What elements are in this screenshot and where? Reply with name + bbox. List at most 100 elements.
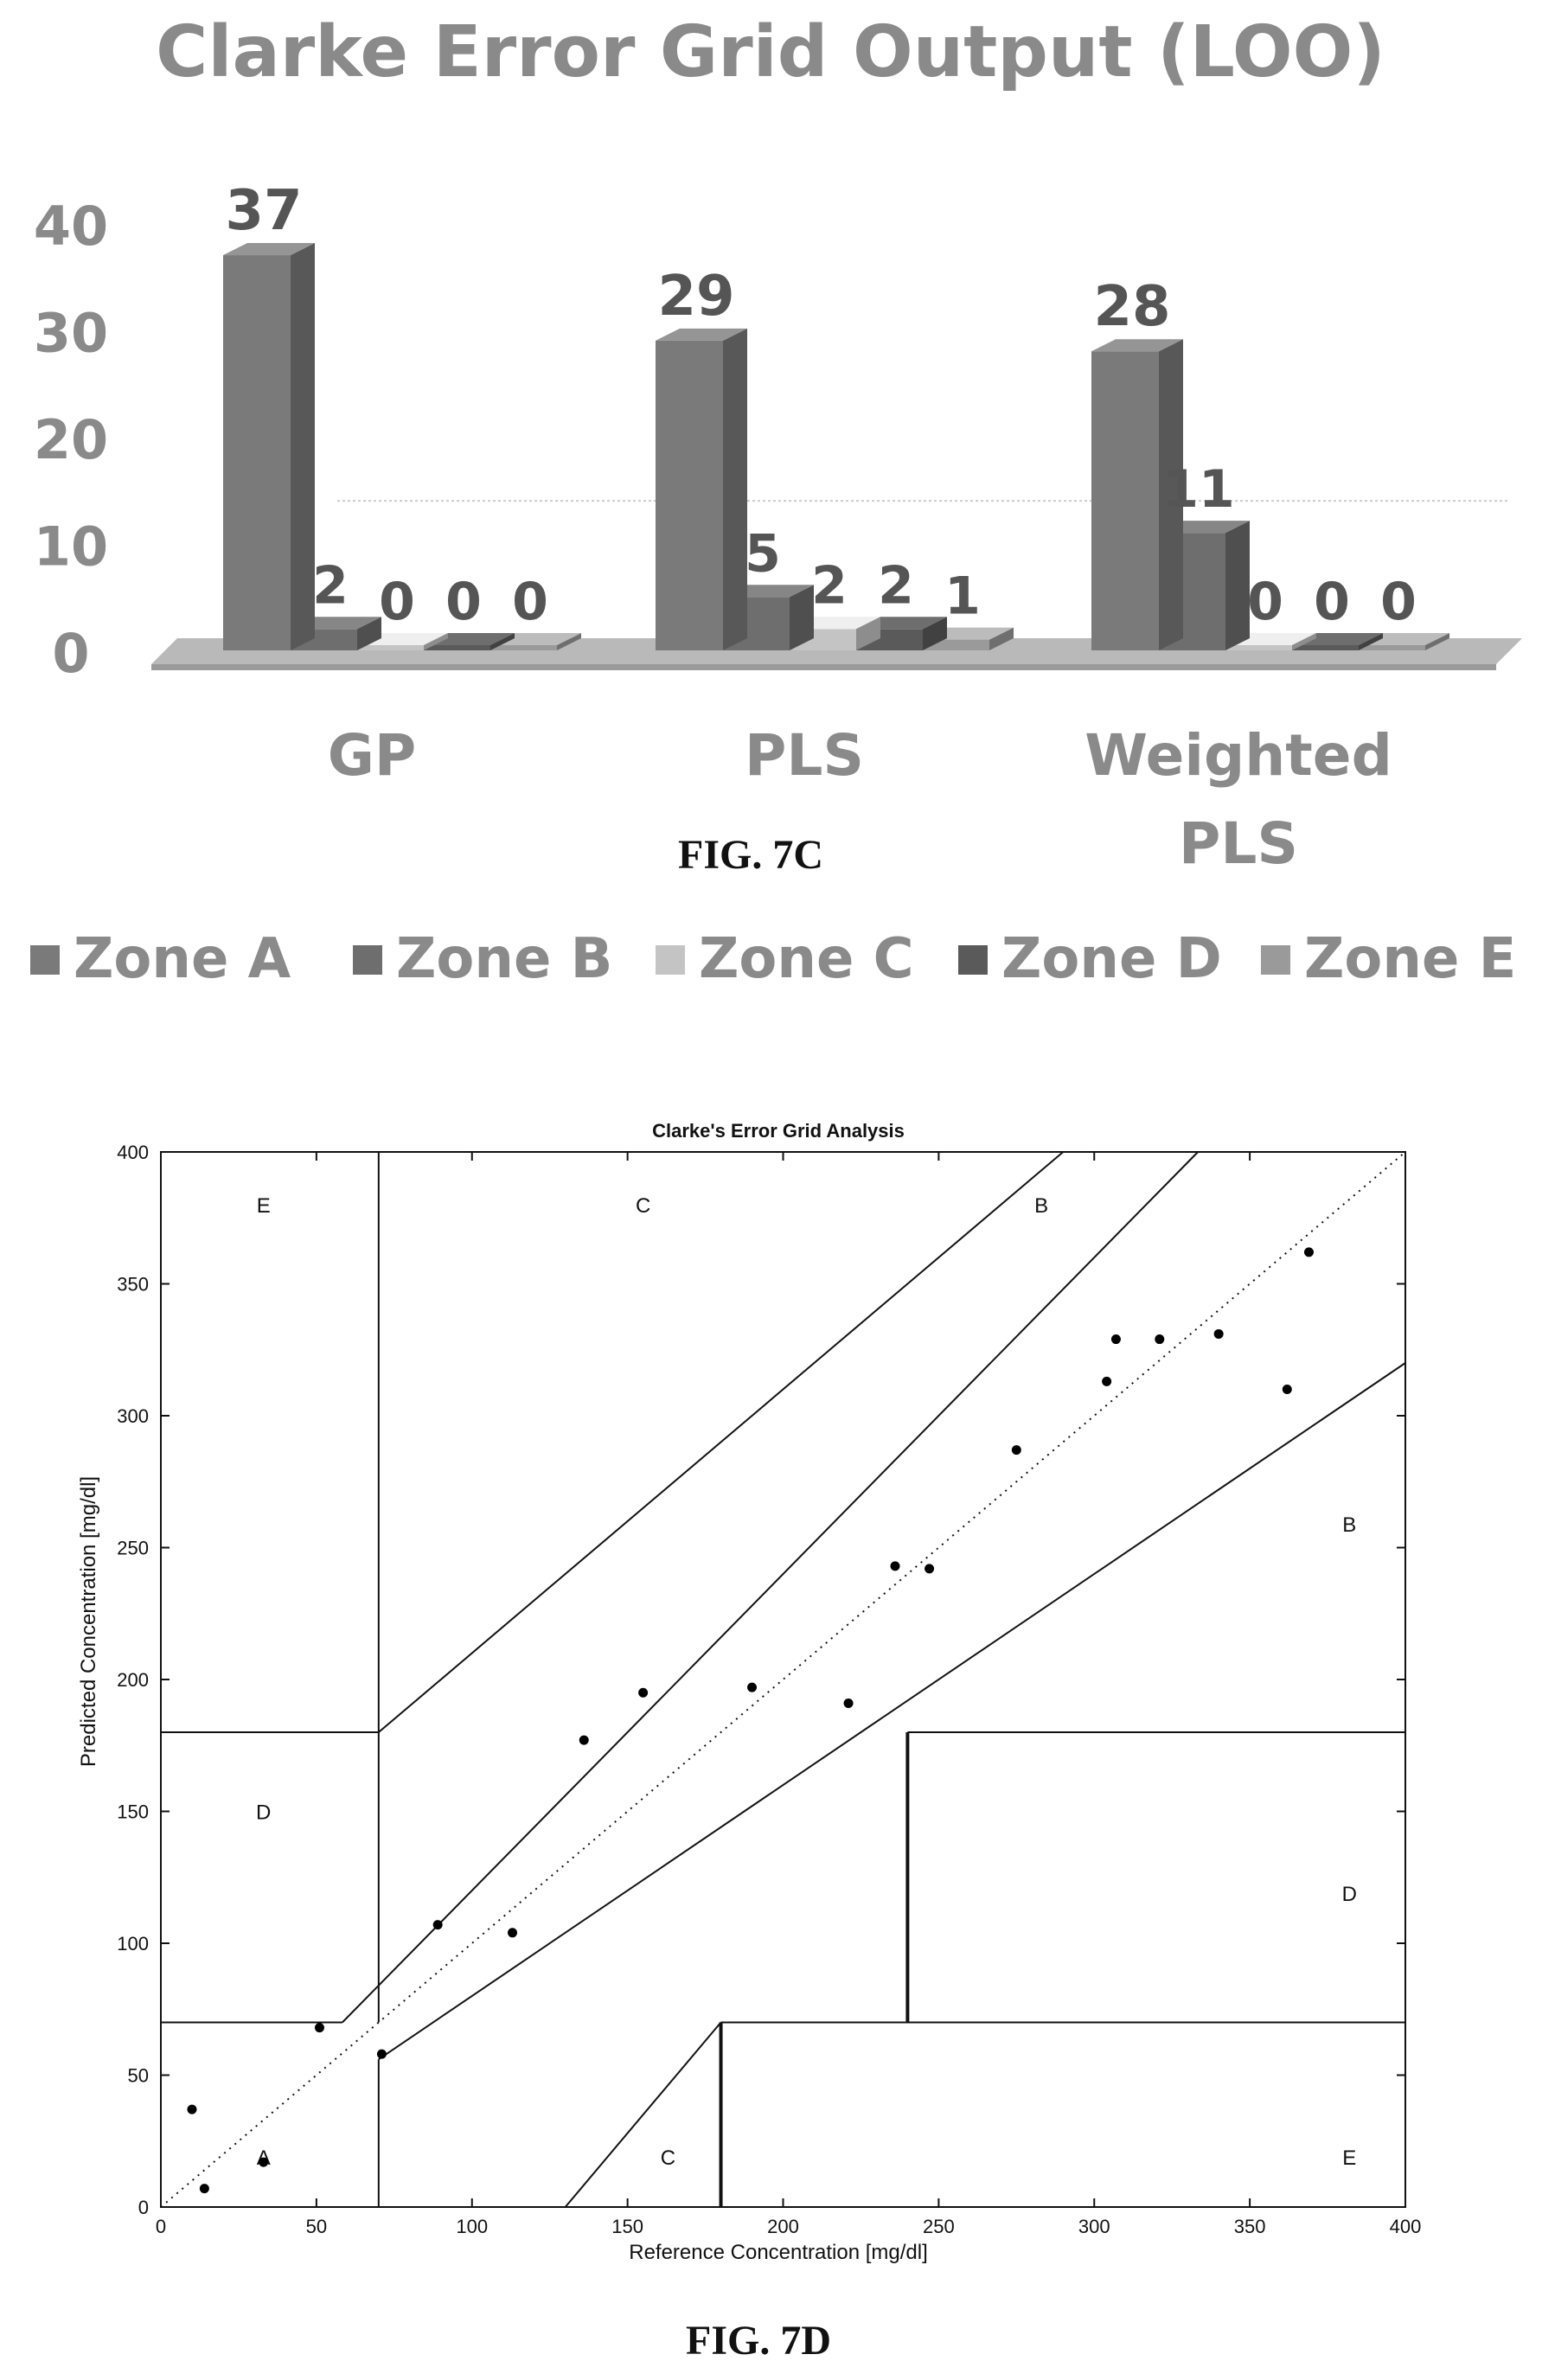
legend-item: Zone C	[656, 927, 914, 991]
error-grid-plot-area: 0 50 100 150 200 250 300 350 400 0 50 100 150 200 250 3…	[117, 1142, 1421, 2237]
zone-label: B	[1342, 1513, 1356, 1537]
zone-boundary	[378, 1362, 1406, 2061]
data-point	[1303, 1247, 1314, 1257]
data-point	[314, 2023, 324, 2033]
legend-item: Zone E	[1261, 927, 1516, 991]
data-point	[579, 1735, 589, 1745]
zone-boundary	[564, 2021, 722, 2208]
y-tick-label: 100	[117, 1933, 149, 1955]
bar-legend: Zone A Zone B Zone C Zone D Zone E	[30, 927, 1516, 991]
bar	[1091, 339, 1183, 650]
zone-boundary	[342, 1985, 380, 2024]
data-point	[1110, 1334, 1121, 1345]
legend-label: Zone B	[396, 927, 612, 991]
zone-label: E	[257, 1194, 271, 1218]
y-tick-label: 50	[128, 2065, 149, 2087]
y-tick-label: 0	[138, 2197, 149, 2218]
x-tick-label: 400	[1390, 2216, 1422, 2237]
data-point	[1282, 1385, 1292, 1394]
legend-label: Zone E	[1304, 927, 1516, 991]
legend-label: Zone A	[74, 927, 291, 991]
zone-label: C	[636, 1194, 650, 1218]
y-tick-label: 20	[34, 408, 108, 471]
bar	[656, 328, 747, 650]
data-label: 0	[1380, 572, 1417, 632]
data-point	[1155, 1334, 1165, 1345]
error-grid-y-label: Predicted Concentration [mg/dl]	[77, 1476, 100, 1767]
data-label: 2	[878, 555, 914, 616]
data-label: 11	[1162, 459, 1235, 520]
category-label: PLS	[745, 722, 864, 789]
data-point	[432, 1920, 443, 1930]
x-tick-label: 350	[1234, 2216, 1266, 2237]
data-point	[925, 1564, 935, 1574]
legend-swatch	[1261, 945, 1290, 975]
data-label: 0	[1247, 572, 1283, 632]
bar	[223, 243, 315, 650]
data-label: 2	[312, 555, 349, 616]
figure-caption-7c: FIG. 7C	[678, 832, 823, 878]
error-grid-x-label: Reference Concentration [mg/dl]	[629, 2241, 928, 2264]
x-tick-label: 50	[306, 2216, 327, 2237]
category-label: PLS	[1179, 810, 1298, 877]
y-tick-label: 200	[117, 1669, 149, 1691]
zone-boundary	[378, 1151, 1199, 1987]
x-tick-label: 0	[156, 2216, 166, 2237]
zone-label: D	[1342, 1883, 1357, 1906]
data-label: 5	[745, 523, 781, 584]
y-tick-label: 300	[117, 1405, 149, 1427]
zone-boundary	[378, 1151, 1064, 1733]
bar-chart-title: Clarke Error Grid Output (LOO)	[156, 11, 1385, 93]
y-tick-label: 250	[117, 1538, 149, 1559]
data-point	[508, 1928, 518, 1938]
zone-label: D	[256, 1801, 271, 1825]
data-label: 37	[225, 179, 302, 243]
x-tick-label: 150	[611, 2216, 643, 2237]
data-label: 0	[379, 572, 415, 632]
legend-label: Zone C	[699, 927, 914, 991]
data-label: 0	[445, 572, 482, 632]
zone-label: E	[1342, 2146, 1356, 2170]
data-point	[259, 2157, 269, 2167]
data-point	[843, 1698, 854, 1708]
category-label: GP	[328, 722, 417, 789]
y-tick-label: 150	[117, 1801, 149, 1823]
data-label: 1	[944, 566, 981, 627]
y-tick-label: 40	[34, 195, 108, 258]
data-label: 2	[811, 555, 848, 616]
legend-item: Zone A	[30, 927, 291, 991]
bar-x-axis: GP PLS Weighted PLS	[328, 722, 1392, 877]
legend-swatch	[353, 945, 382, 975]
data-label: 28	[1093, 275, 1170, 339]
y-tick-label: 400	[117, 1142, 149, 1163]
data-point	[1011, 1445, 1021, 1456]
legend-label: Zone D	[1001, 927, 1222, 991]
data-label: 0	[1314, 572, 1350, 632]
data-label: 29	[657, 265, 734, 329]
data-point	[376, 2049, 387, 2059]
legend-item: Zone B	[353, 927, 612, 991]
category-label: Weighted	[1085, 722, 1392, 789]
data-point	[638, 1687, 649, 1698]
data-point	[747, 1682, 758, 1692]
data-point	[890, 1561, 900, 1571]
figure-caption-7d: FIG. 7D	[686, 2318, 831, 2364]
legend-swatch	[656, 945, 685, 975]
bar-chart: Clarke Error Grid Output (LOO) 372 0 0 0295…	[30, 11, 1522, 991]
y-tick-label: 30	[34, 302, 108, 365]
data-point	[199, 2184, 209, 2194]
bar-y-axis: 0 10 20 30 40	[34, 195, 108, 685]
x-tick-label: 300	[1078, 2216, 1110, 2237]
data-label: 0	[512, 572, 548, 632]
y-tick-label: 0	[52, 622, 89, 685]
zone-label: A	[257, 2146, 271, 2170]
chart-floor-edge	[151, 664, 1496, 670]
zone-label: C	[661, 2146, 675, 2170]
data-point	[187, 2104, 197, 2114]
identity-line	[160, 1151, 1406, 2208]
legend-item: Zone D	[958, 927, 1222, 991]
y-tick-label: 350	[117, 1274, 149, 1296]
x-tick-label: 200	[767, 2216, 799, 2237]
x-tick-label: 100	[456, 2216, 488, 2237]
